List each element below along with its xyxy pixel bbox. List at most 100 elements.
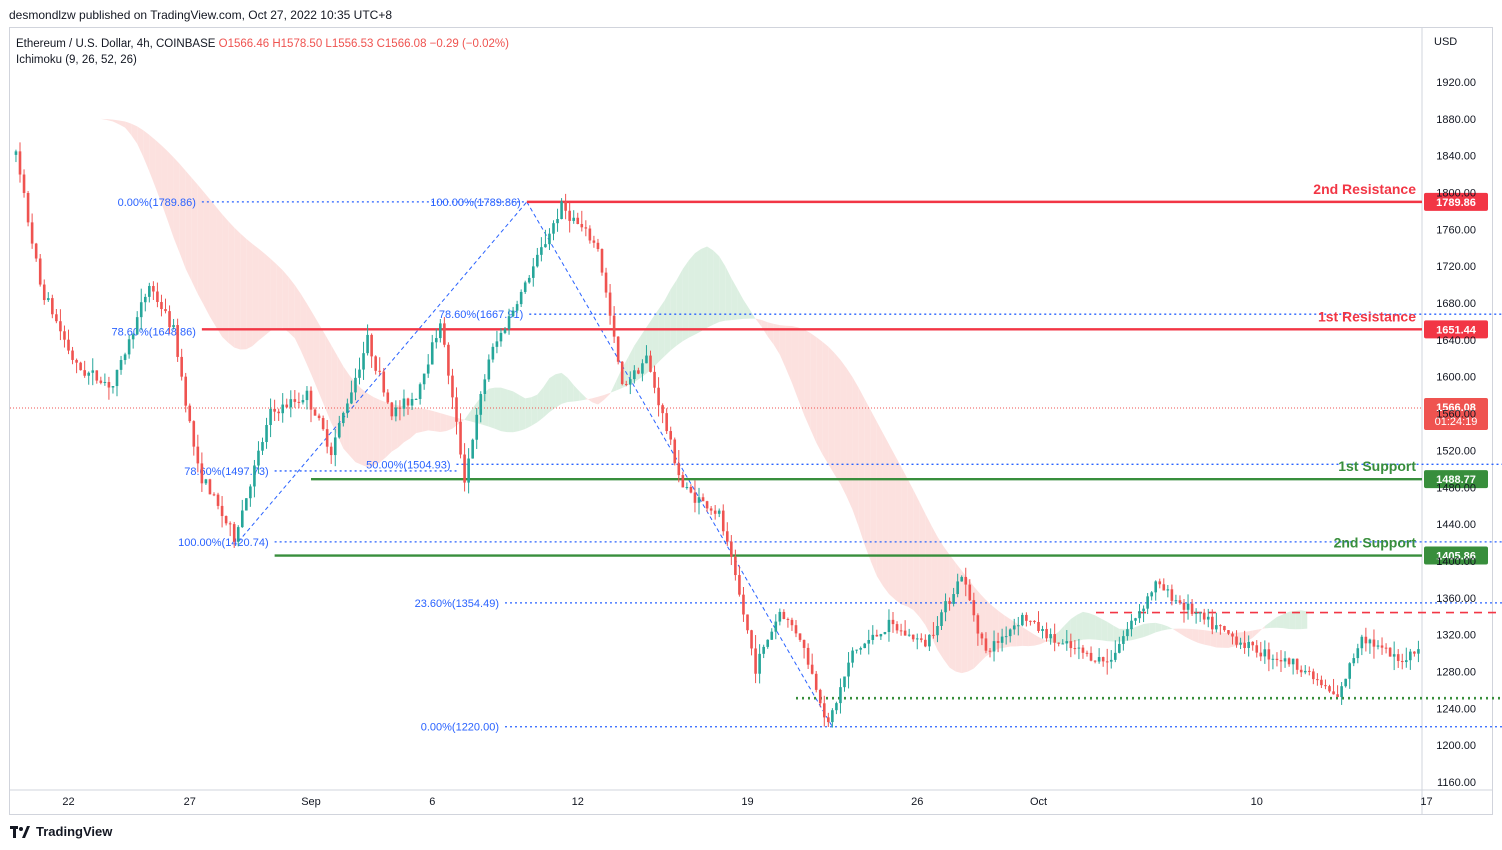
- publisher-line: desmondlzw published on TradingView.com,…: [9, 8, 393, 22]
- cloud-segment: [167, 151, 174, 238]
- price-tick-label: 1160.00: [1437, 777, 1476, 789]
- cloud-segment: [1082, 611, 1090, 640]
- candle-body: [746, 614, 749, 631]
- cloud-segment: [361, 388, 368, 468]
- close-value: C1566.08: [376, 38, 427, 50]
- tradingview-footer[interactable]: TradingView: [10, 824, 112, 839]
- candle-body: [358, 369, 361, 378]
- cloud-segment: [240, 233, 247, 350]
- candle-body: [1138, 611, 1141, 619]
- candle-body: [325, 429, 329, 447]
- candle-body: [928, 634, 931, 647]
- candle-body: [1324, 685, 1327, 687]
- candle-body: [1396, 654, 1400, 661]
- cloud-segment: [895, 455, 902, 605]
- candle-body: [600, 249, 604, 273]
- candle-body: [390, 402, 394, 417]
- candle-body: [641, 363, 644, 374]
- candle-body: [273, 408, 276, 412]
- candle-body: [1178, 600, 1182, 603]
- candle-body: [245, 498, 248, 511]
- cloud-segment: [1289, 610, 1296, 630]
- candle-body: [236, 527, 240, 542]
- cloud-segment: [355, 382, 362, 465]
- candle-body: [1037, 622, 1040, 632]
- candle-body: [156, 291, 159, 303]
- cloud-segment: [149, 134, 156, 188]
- cloud-segment: [1161, 624, 1168, 631]
- support-label: 2nd Support: [1334, 535, 1417, 551]
- cloud-segment: [185, 170, 192, 282]
- candle-body: [637, 370, 640, 374]
- cloud-segment: [543, 378, 550, 418]
- candle-body: [802, 639, 806, 648]
- support-label: 1st Support: [1338, 458, 1416, 474]
- candle-body: [1299, 669, 1303, 673]
- candle-body: [911, 634, 915, 640]
- cloud-segment: [1143, 623, 1150, 638]
- candle-body: [1134, 618, 1137, 621]
- cloud-segment: [1252, 629, 1259, 638]
- candle-body: [439, 323, 442, 339]
- candle-body: [964, 576, 968, 585]
- cloud-segment: [755, 318, 762, 327]
- candle-body: [1247, 641, 1250, 648]
- candle-body: [758, 653, 761, 674]
- candle-body: [1303, 670, 1307, 673]
- cloud-segment: [591, 396, 598, 405]
- symbol-info[interactable]: Ethereum / U.S. Dollar, 4h, COINBASE: [16, 38, 216, 50]
- candle-body: [87, 372, 91, 376]
- candle-body: [717, 510, 721, 514]
- candle-body: [936, 625, 939, 636]
- cloud-segment: [1137, 623, 1144, 639]
- cloud-segment: [707, 246, 714, 328]
- candle-body: [38, 258, 42, 285]
- candle-body: [843, 676, 846, 688]
- cloud-segment: [234, 227, 241, 350]
- candle-body: [34, 243, 38, 259]
- candle-body: [1227, 630, 1230, 634]
- candle-body: [552, 223, 555, 234]
- candle-body: [1118, 643, 1121, 653]
- chart-legend: Ethereum / U.S. Dollar, 4h, COINBASE O15…: [16, 36, 509, 68]
- price-tag-label: 1488.77: [1436, 474, 1476, 486]
- candle-body: [123, 354, 127, 361]
- candle-body: [1061, 643, 1065, 645]
- candle-body: [556, 219, 559, 224]
- candle-body: [285, 404, 289, 408]
- price-tick-label: 1480.00: [1436, 482, 1476, 494]
- candle-body: [818, 689, 822, 704]
- cloud-segment: [258, 248, 265, 341]
- candle-body: [1142, 608, 1145, 612]
- candle-body: [313, 409, 317, 416]
- chart-frame[interactable]: [9, 27, 1493, 815]
- candle-body: [1275, 658, 1279, 661]
- candle-body: [709, 508, 713, 511]
- indicator-label[interactable]: Ichimoku (9, 26, 52, 26): [16, 54, 137, 66]
- candle-body: [568, 210, 571, 221]
- price-tag-label: 1651.44: [1436, 324, 1477, 336]
- candle-body: [447, 344, 450, 376]
- candle-body: [459, 421, 462, 455]
- candle-body: [1231, 633, 1234, 637]
- candle-body: [422, 373, 426, 385]
- candle-body: [42, 284, 46, 301]
- cloud-segment: [561, 372, 568, 404]
- cloud-segment: [216, 206, 223, 337]
- candle-body: [899, 630, 903, 632]
- candle-body: [1352, 658, 1356, 664]
- cloud-segment: [143, 130, 150, 172]
- cloud-segment: [106, 119, 113, 122]
- candle-body: [111, 386, 115, 388]
- cloud-segment: [888, 444, 896, 600]
- candle-body: [1073, 648, 1077, 650]
- cloud-segment: [749, 309, 756, 319]
- time-tick-label: 12: [572, 796, 584, 808]
- candle-body: [1158, 581, 1162, 585]
- cloud-segment: [1295, 610, 1302, 630]
- cloud-segment: [919, 501, 926, 626]
- candle-body: [200, 463, 204, 484]
- fib-label: 0.00%(1220.00): [421, 722, 499, 734]
- cloud-segment: [622, 356, 629, 388]
